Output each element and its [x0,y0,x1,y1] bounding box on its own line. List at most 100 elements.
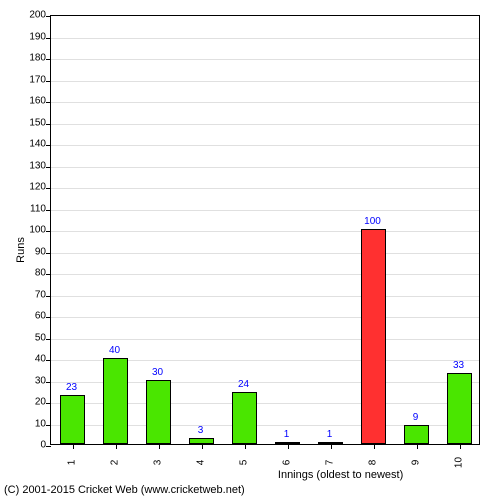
gridline [51,317,479,318]
bar-value-label: 23 [66,382,77,393]
y-tick-mark [46,296,51,297]
bar-value-label: 40 [109,345,120,356]
y-tick-label: 140 [29,139,46,150]
gridline [51,253,479,254]
x-tick-mark [331,444,332,449]
x-tick-mark [202,444,203,449]
gridline [51,38,479,39]
y-tick-mark [46,188,51,189]
y-tick-label: 60 [35,311,46,322]
y-tick-label: 130 [29,160,46,171]
y-tick-mark [46,446,51,447]
y-tick-label: 30 [35,375,46,386]
bar-value-label: 3 [198,425,204,436]
bar-value-label: 30 [152,367,163,378]
y-tick-mark [46,253,51,254]
plot-surface [51,16,479,444]
gridline [51,124,479,125]
gridline [51,102,479,103]
gridline [51,145,479,146]
bar [232,392,258,444]
bar-value-label: 33 [453,360,464,371]
y-tick-label: 10 [35,418,46,429]
y-tick-mark [46,382,51,383]
bar [146,380,172,445]
y-tick-label: 0 [40,440,46,451]
y-tick-label: 200 [29,10,46,21]
x-tick-mark [245,444,246,449]
gridline [51,81,479,82]
y-axis-title: Runs [15,237,27,263]
x-tick-label: 8 [367,460,378,466]
y-tick-label: 50 [35,332,46,343]
gridline [51,167,479,168]
y-tick-label: 20 [35,397,46,408]
y-tick-mark [46,317,51,318]
y-tick-label: 170 [29,74,46,85]
bar [189,438,215,444]
bar [60,395,86,444]
bar [361,229,387,444]
x-tick-label: 1 [66,460,77,466]
x-tick-mark [460,444,461,449]
y-tick-mark [46,274,51,275]
gridline [51,210,479,211]
x-tick-mark [159,444,160,449]
x-tick-label: 7 [324,460,335,466]
y-tick-label: 90 [35,246,46,257]
y-tick-mark [46,425,51,426]
y-tick-label: 120 [29,182,46,193]
bar-value-label: 24 [238,379,249,390]
y-tick-mark [46,403,51,404]
y-tick-label: 150 [29,117,46,128]
gridline [51,231,479,232]
y-tick-mark [46,339,51,340]
y-tick-label: 110 [30,203,46,214]
gridline [51,296,479,297]
y-tick-mark [46,16,51,17]
x-tick-mark [116,444,117,449]
bar-value-label: 9 [413,412,419,423]
y-tick-mark [46,145,51,146]
gridline [51,274,479,275]
bar [275,442,301,444]
y-tick-mark [46,38,51,39]
bar [404,425,430,444]
x-tick-label: 2 [109,460,120,466]
x-tick-mark [374,444,375,449]
bar-value-label: 100 [364,216,381,227]
x-tick-mark [417,444,418,449]
y-tick-mark [46,360,51,361]
bar [447,373,473,444]
x-tick-label: 4 [195,460,206,466]
x-tick-label: 5 [238,460,249,466]
x-tick-label: 10 [453,457,464,468]
y-tick-label: 160 [29,96,46,107]
bar [318,442,344,444]
x-tick-mark [73,444,74,449]
y-tick-mark [46,81,51,82]
x-tick-label: 9 [410,460,421,466]
x-axis-title: Innings (oldest to newest) [278,469,403,481]
y-tick-label: 40 [35,354,46,365]
bar-value-label: 1 [284,429,290,440]
y-tick-mark [46,210,51,211]
y-tick-label: 100 [29,225,46,236]
x-tick-label: 3 [152,460,163,466]
x-tick-mark [288,444,289,449]
copyright-footer: (C) 2001-2015 Cricket Web (www.cricketwe… [4,484,245,496]
y-tick-label: 180 [29,53,46,64]
y-tick-mark [46,59,51,60]
gridline [51,188,479,189]
gridline [51,59,479,60]
gridline [51,339,479,340]
bar-value-label: 1 [327,429,333,440]
y-tick-mark [46,102,51,103]
y-tick-mark [46,167,51,168]
y-tick-label: 190 [29,31,46,42]
y-tick-label: 80 [35,268,46,279]
y-tick-mark [46,124,51,125]
x-tick-label: 6 [281,460,292,466]
y-tick-label: 70 [35,289,46,300]
bar [103,358,129,444]
